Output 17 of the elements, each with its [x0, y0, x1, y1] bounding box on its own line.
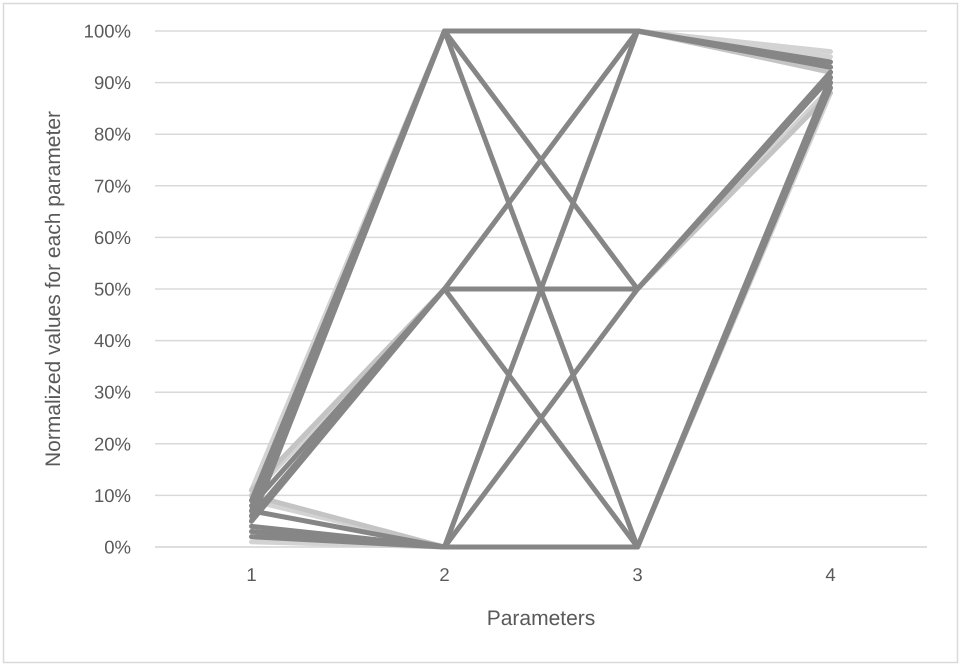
x-tick-label: 2 — [439, 564, 450, 585]
y-tick-label: 90% — [94, 72, 131, 94]
y-tick-label: 0% — [104, 536, 131, 558]
x-tick-label: 1 — [246, 564, 257, 585]
y-tick-label: 30% — [94, 382, 131, 403]
y-axis-title: Normalized values for each parameter — [42, 111, 65, 467]
y-tick-label: 20% — [94, 433, 131, 454]
y-tick-label: 60% — [94, 226, 131, 248]
y-tick-label: 10% — [94, 484, 131, 506]
y-tick-label: 80% — [94, 124, 131, 145]
y-tick-label: 70% — [94, 175, 131, 196]
x-axis-title: Parameters — [486, 607, 596, 630]
x-tick-label: 4 — [825, 564, 836, 585]
x-tick-label: 3 — [632, 564, 643, 585]
y-tick-label: 100% — [84, 20, 131, 42]
y-tick-label: 50% — [94, 278, 131, 300]
y-tick-label: 40% — [94, 330, 131, 352]
